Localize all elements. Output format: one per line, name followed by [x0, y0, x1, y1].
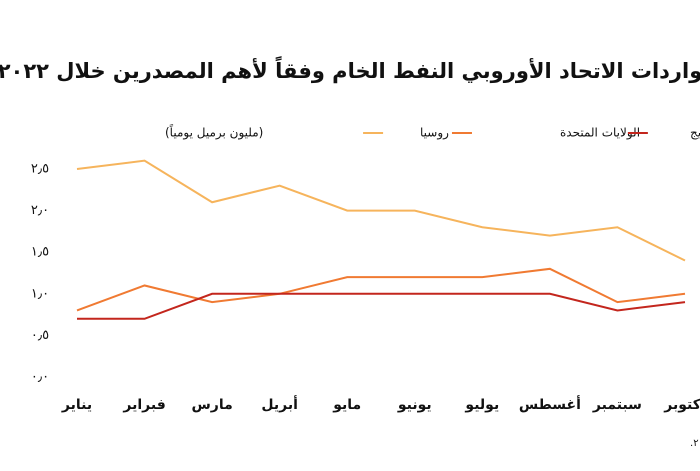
chart-title: واردات الاتحاد الأوروبي النفط الخام وفقا…: [0, 55, 700, 83]
series-line: [76, 267, 686, 312]
x-tick-label: فبراير: [122, 397, 165, 413]
x-tick-label: أبريل: [261, 395, 298, 413]
y-tick-label: ٠٫٠: [31, 370, 49, 385]
x-tick-label: يوليو: [464, 397, 499, 413]
x-tick-label: مايو: [332, 397, 361, 413]
source: المصدر: تقرير وكالة الطاقة الدولية عن سو…: [690, 438, 700, 449]
series-line: [77, 292, 686, 320]
x-tick-label: مارس: [191, 397, 232, 413]
y-tick-label: ١٫٥: [31, 245, 49, 260]
legend-label: روسيا: [420, 126, 449, 141]
series-line: [76, 159, 686, 262]
y-tick-label: ٠٫٥: [31, 328, 49, 343]
x-tick-label: يناير: [61, 397, 92, 413]
x-tick-label: يونيو: [397, 397, 432, 413]
y-tick-label: ٢٫٠: [31, 203, 49, 218]
legend-label: الولايات المتحدة: [560, 126, 640, 141]
x-tick-label: أكتوبر: [663, 395, 700, 413]
x-tick-label: سبتمبر: [592, 397, 642, 413]
y-axis-label: (مليون برميل يومياً): [165, 124, 263, 141]
x-tick-label: أغسطس: [519, 395, 581, 413]
y-tick-label: ١٫٠: [31, 286, 49, 301]
y-tick-label: ٢٫٥: [31, 162, 49, 177]
legend-label: النرويج: [690, 126, 700, 141]
